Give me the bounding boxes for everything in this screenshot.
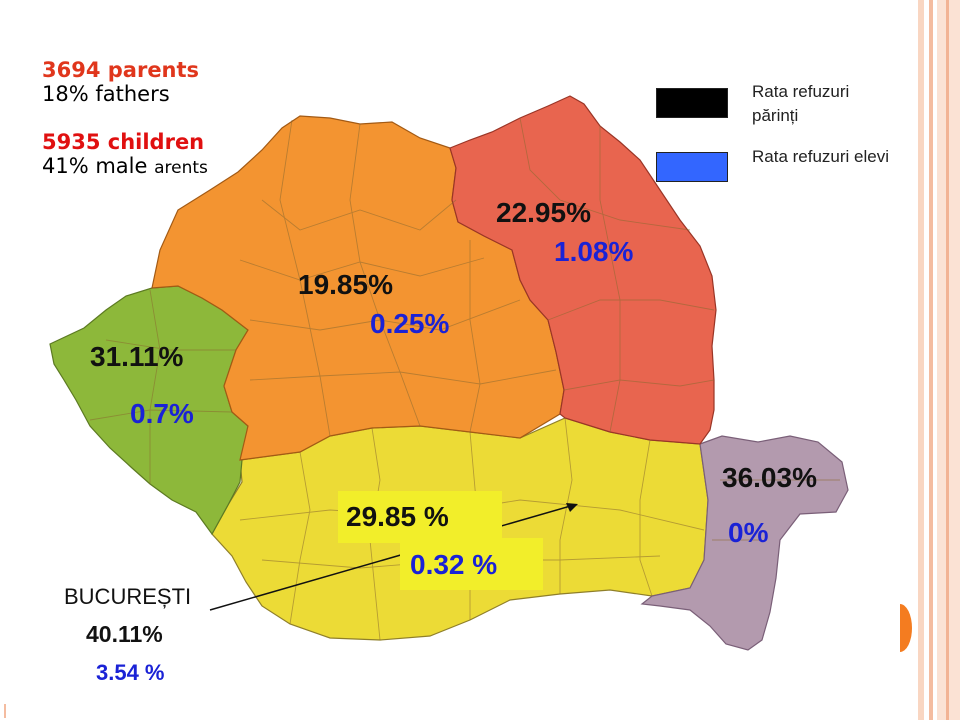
bucharest-student-rate: 3.54 %: [96, 660, 165, 685]
male-suffix: arents: [154, 158, 208, 178]
region-south-east: [640, 435, 849, 651]
legend-swatch-parents: [656, 88, 728, 118]
legend-swatch-students: [656, 152, 728, 182]
decor-stripe-1: [918, 0, 924, 720]
south-parent-rate: 29.85 %: [346, 501, 449, 532]
south-parent-label-bg: [338, 491, 502, 543]
south-student-rate: 0.32 %: [410, 549, 498, 580]
parents-count: 3694 parents: [42, 58, 200, 82]
legend-label-parents: Rata refuzuri părinți: [752, 82, 850, 125]
corner-tick: [4, 704, 6, 718]
south-east-parent-rate: 36.03%: [722, 462, 817, 493]
children-count: 5935 children: [42, 130, 205, 154]
male-share: 41% male: [42, 154, 148, 178]
bucharest-arrow-head: [566, 503, 578, 512]
legend-label-students: Rata refuzuri elevi: [752, 147, 890, 166]
region-north-east: [449, 95, 717, 445]
accent-half-circle: [900, 604, 912, 652]
decor-stripe-4: [946, 0, 949, 720]
bucharest-arrow: [209, 504, 575, 611]
south-student-label-bg: [400, 538, 543, 590]
bucharest-parent-rate: 40.11%: [86, 621, 163, 647]
bucharest-name: BUCUREȘTI: [64, 584, 192, 609]
north-east-parent-rate: 22.95%: [496, 197, 591, 228]
center-north-student-rate: 0.25%: [370, 308, 450, 339]
west-parent-rate: 31.11%: [90, 341, 184, 372]
fathers-share: 18% fathers: [42, 82, 170, 106]
west-student-rate: 0.7%: [130, 398, 194, 429]
stats-block: 3694 parents 18% fathers 5935 children 4…: [42, 58, 208, 180]
north-east-student-rate: 1.08%: [554, 236, 634, 267]
center-north-parent-rate: 19.85%: [298, 269, 393, 300]
south-east-student-rate: 0%: [728, 517, 769, 548]
male-share-line: 41% male arents: [42, 154, 208, 180]
decor-stripe-2: [929, 0, 933, 720]
